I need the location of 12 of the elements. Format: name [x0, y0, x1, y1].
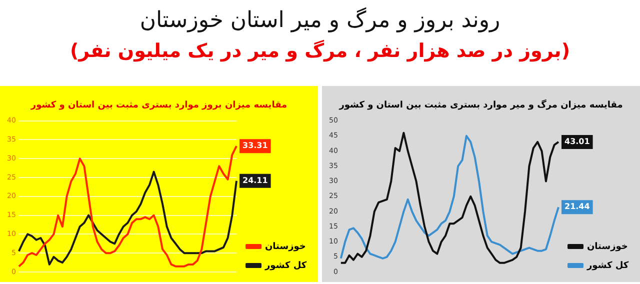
- data-label: 33.31: [242, 141, 268, 150]
- legend-label: کل کشور: [264, 260, 308, 271]
- legend-label: کل کشور: [586, 260, 630, 271]
- chart-title: مقایسه میزان مرگ و میر موارد بستری مثبت بین استان و کشور: [338, 98, 623, 111]
- data-label: 21.44: [564, 202, 590, 212]
- data-label: 43.01: [564, 137, 590, 146]
- data-label: 24.11: [242, 176, 268, 185]
- text: روند بروز و مرگ و میر استان خوزستان: [138, 8, 502, 33]
- legend-label: خوزستان: [265, 242, 306, 252]
- legend-label: خوزستان: [587, 242, 628, 252]
- text: (بروز در صد هزار نفر ، مرگ و میر در یک میلیون نفر): [68, 40, 571, 62]
- chart-title: مقایسه میزان بروز موارد بستری مثبت بین استان و کشور: [30, 100, 288, 111]
